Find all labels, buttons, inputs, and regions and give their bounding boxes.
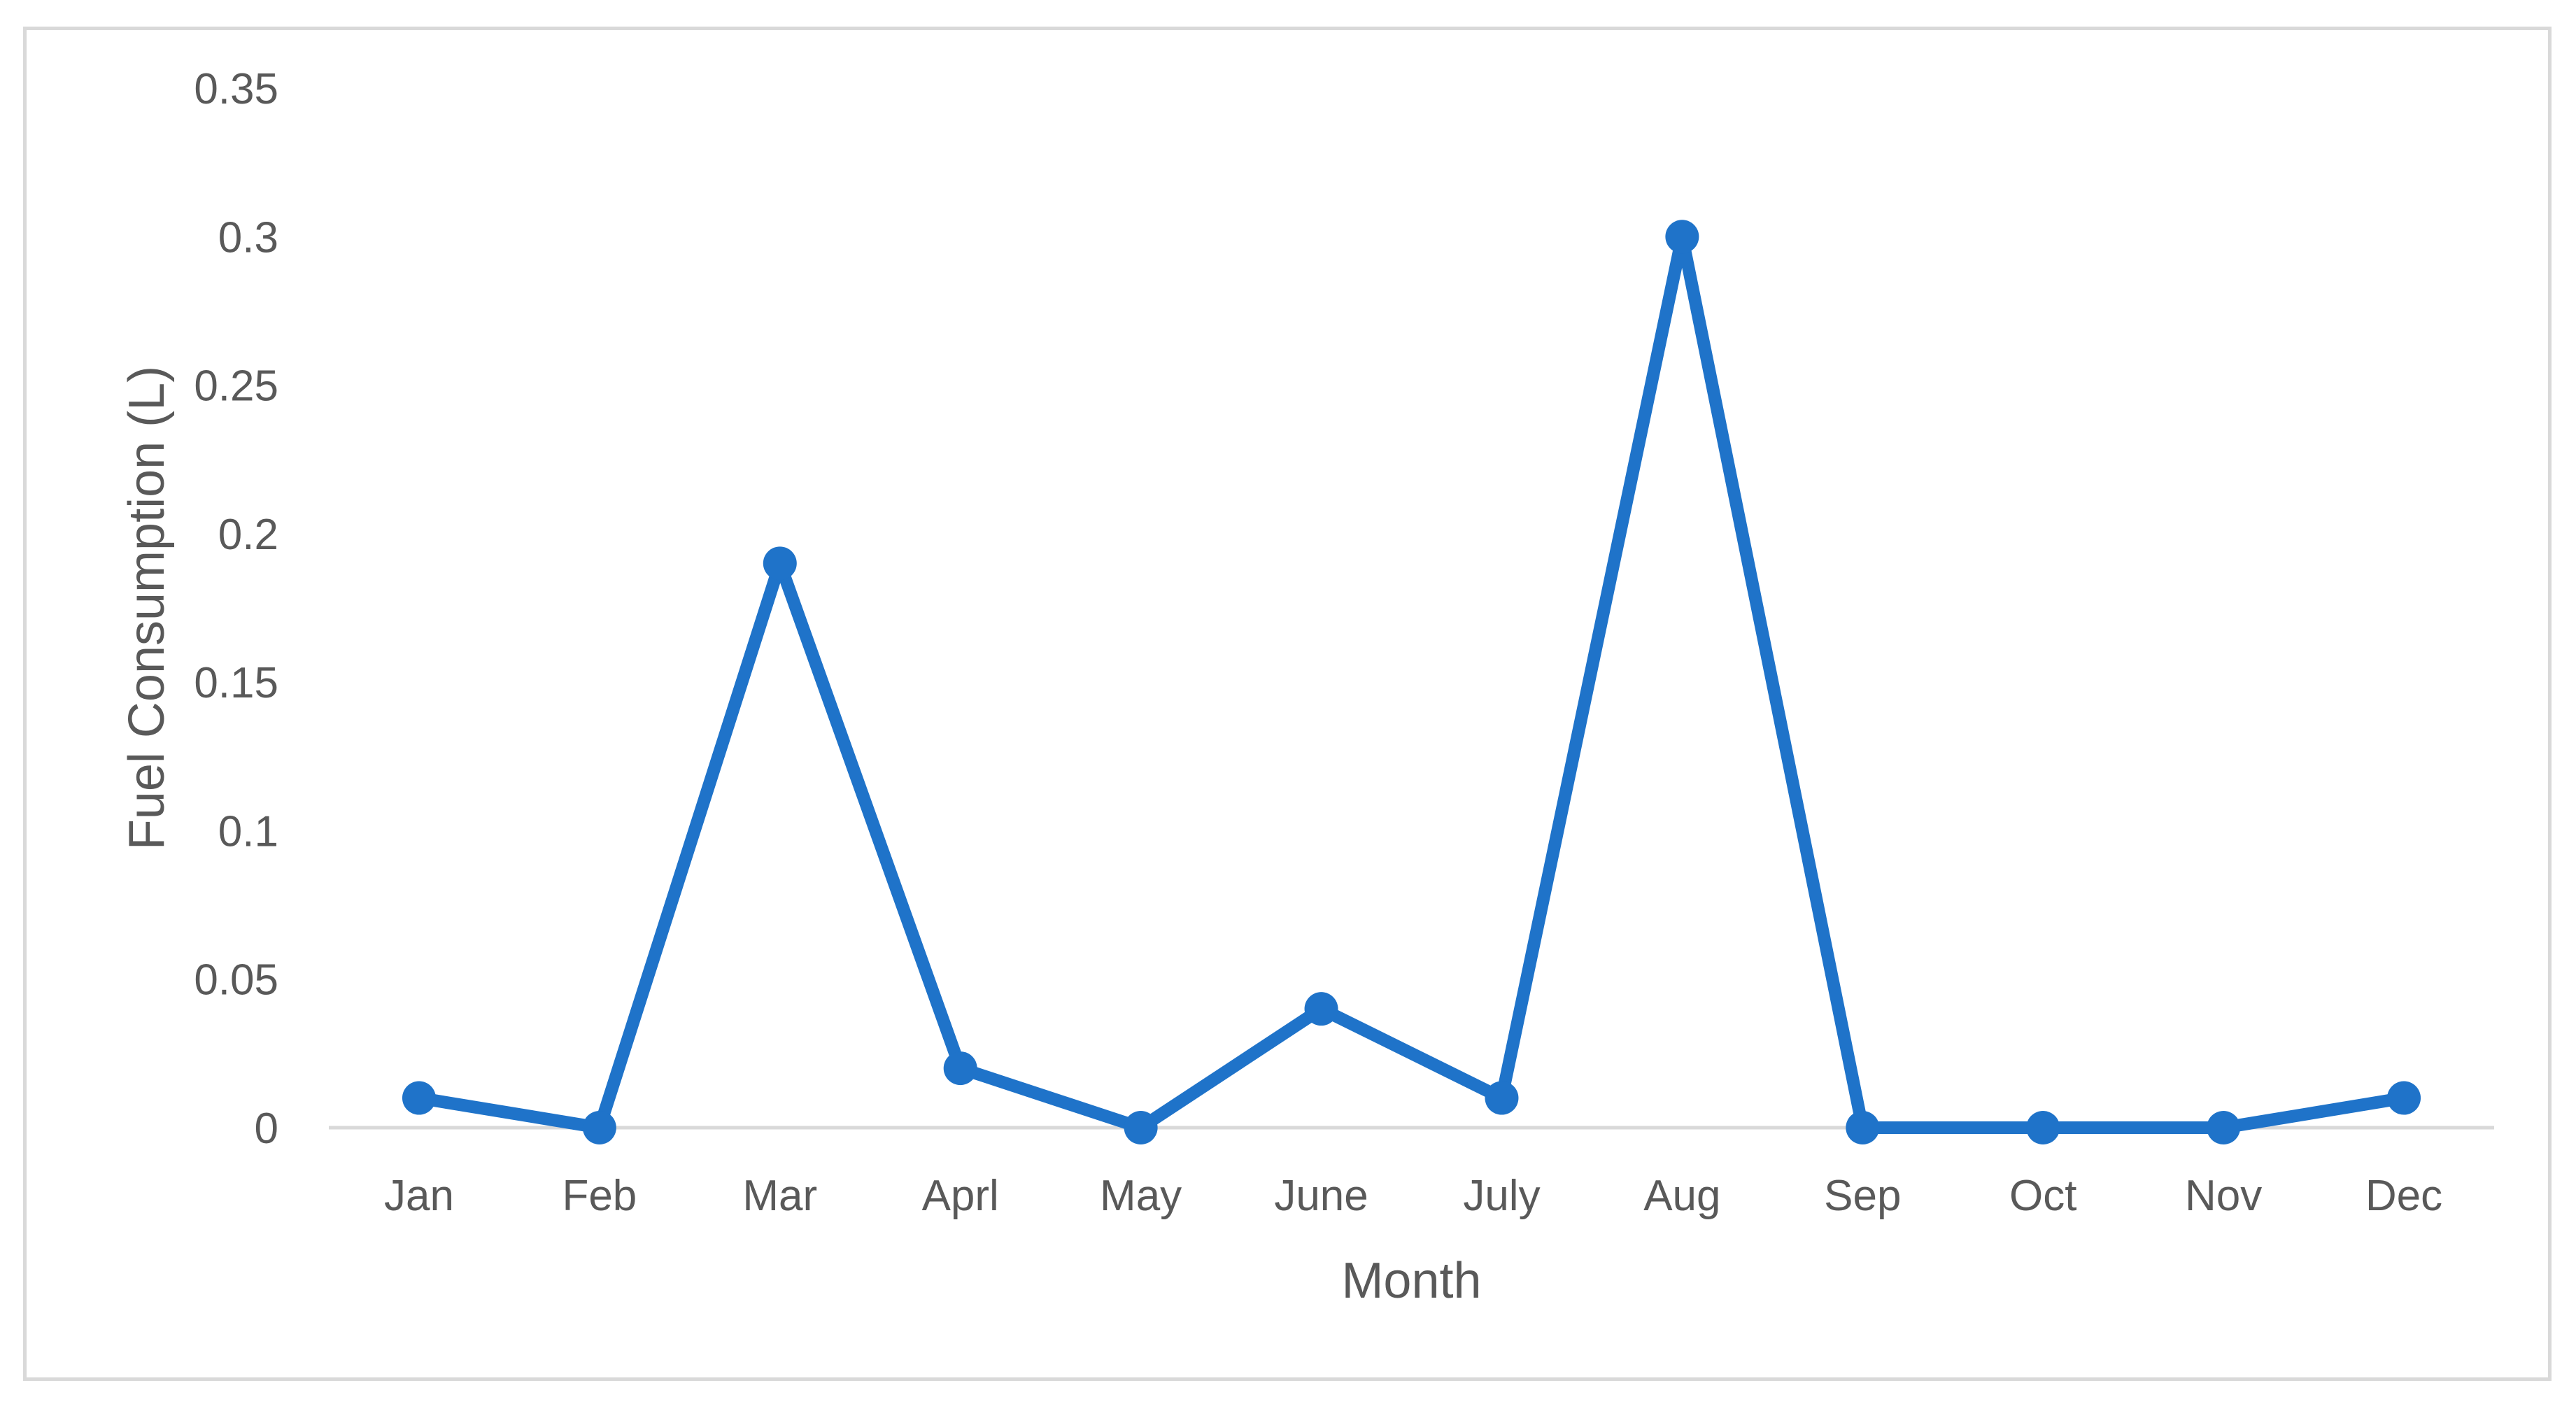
y-tick-label: 0.05: [194, 956, 278, 1005]
x-tick-label: June: [1274, 1172, 1368, 1220]
data-point-sep: [1846, 1111, 1880, 1144]
x-tick-label: Oct: [2009, 1172, 2076, 1220]
y-axis-tick-labels: 0 0.05 0.1 0.15 0.2 0.25 0.3 0.35: [194, 65, 278, 1153]
x-tick-label: Dec: [2365, 1172, 2442, 1220]
data-point-nov: [2207, 1111, 2241, 1144]
data-point-aprl: [943, 1051, 977, 1086]
data-point-mar: [763, 546, 797, 581]
x-tick-label: Jan: [384, 1172, 454, 1220]
chart-frame: [23, 27, 2552, 1381]
x-axis-title: Month: [1341, 1253, 1481, 1309]
data-point-july: [1485, 1081, 1519, 1115]
y-tick-label: 0.25: [194, 362, 278, 411]
y-tick-label: 0: [255, 1105, 278, 1153]
data-point-may: [1124, 1111, 1158, 1144]
x-tick-label: Sep: [1824, 1172, 1901, 1220]
y-tick-label: 0.1: [218, 807, 278, 856]
y-tick-label: 0.35: [194, 65, 278, 113]
x-tick-label: Mar: [742, 1172, 817, 1220]
x-tick-label: July: [1463, 1172, 1540, 1220]
data-point-june: [1304, 992, 1338, 1026]
x-tick-label: Feb: [562, 1172, 637, 1220]
series-fuel-consumption: [402, 220, 2421, 1144]
data-point-aug: [1665, 220, 1699, 254]
x-axis-tick-labels: Jan Feb Mar Aprl May June July Aug Sep Oct Nov Dec: [384, 1172, 2442, 1220]
x-tick-label: Aprl: [922, 1172, 999, 1220]
data-point-jan: [402, 1081, 436, 1115]
y-tick-label: 0.3: [218, 213, 278, 262]
data-point-oct: [2026, 1111, 2060, 1144]
y-tick-label: 0.15: [194, 659, 278, 707]
y-tick-label: 0.2: [218, 511, 278, 559]
y-axis-title: Fuel Consumption (L): [119, 366, 175, 850]
x-tick-label: Aug: [1643, 1172, 1720, 1220]
data-point-feb: [582, 1111, 616, 1144]
series-line: [412, 230, 2411, 1134]
x-tick-label: Nov: [2185, 1172, 2262, 1220]
data-point-dec: [2387, 1081, 2421, 1115]
x-tick-label: May: [1100, 1172, 1182, 1220]
